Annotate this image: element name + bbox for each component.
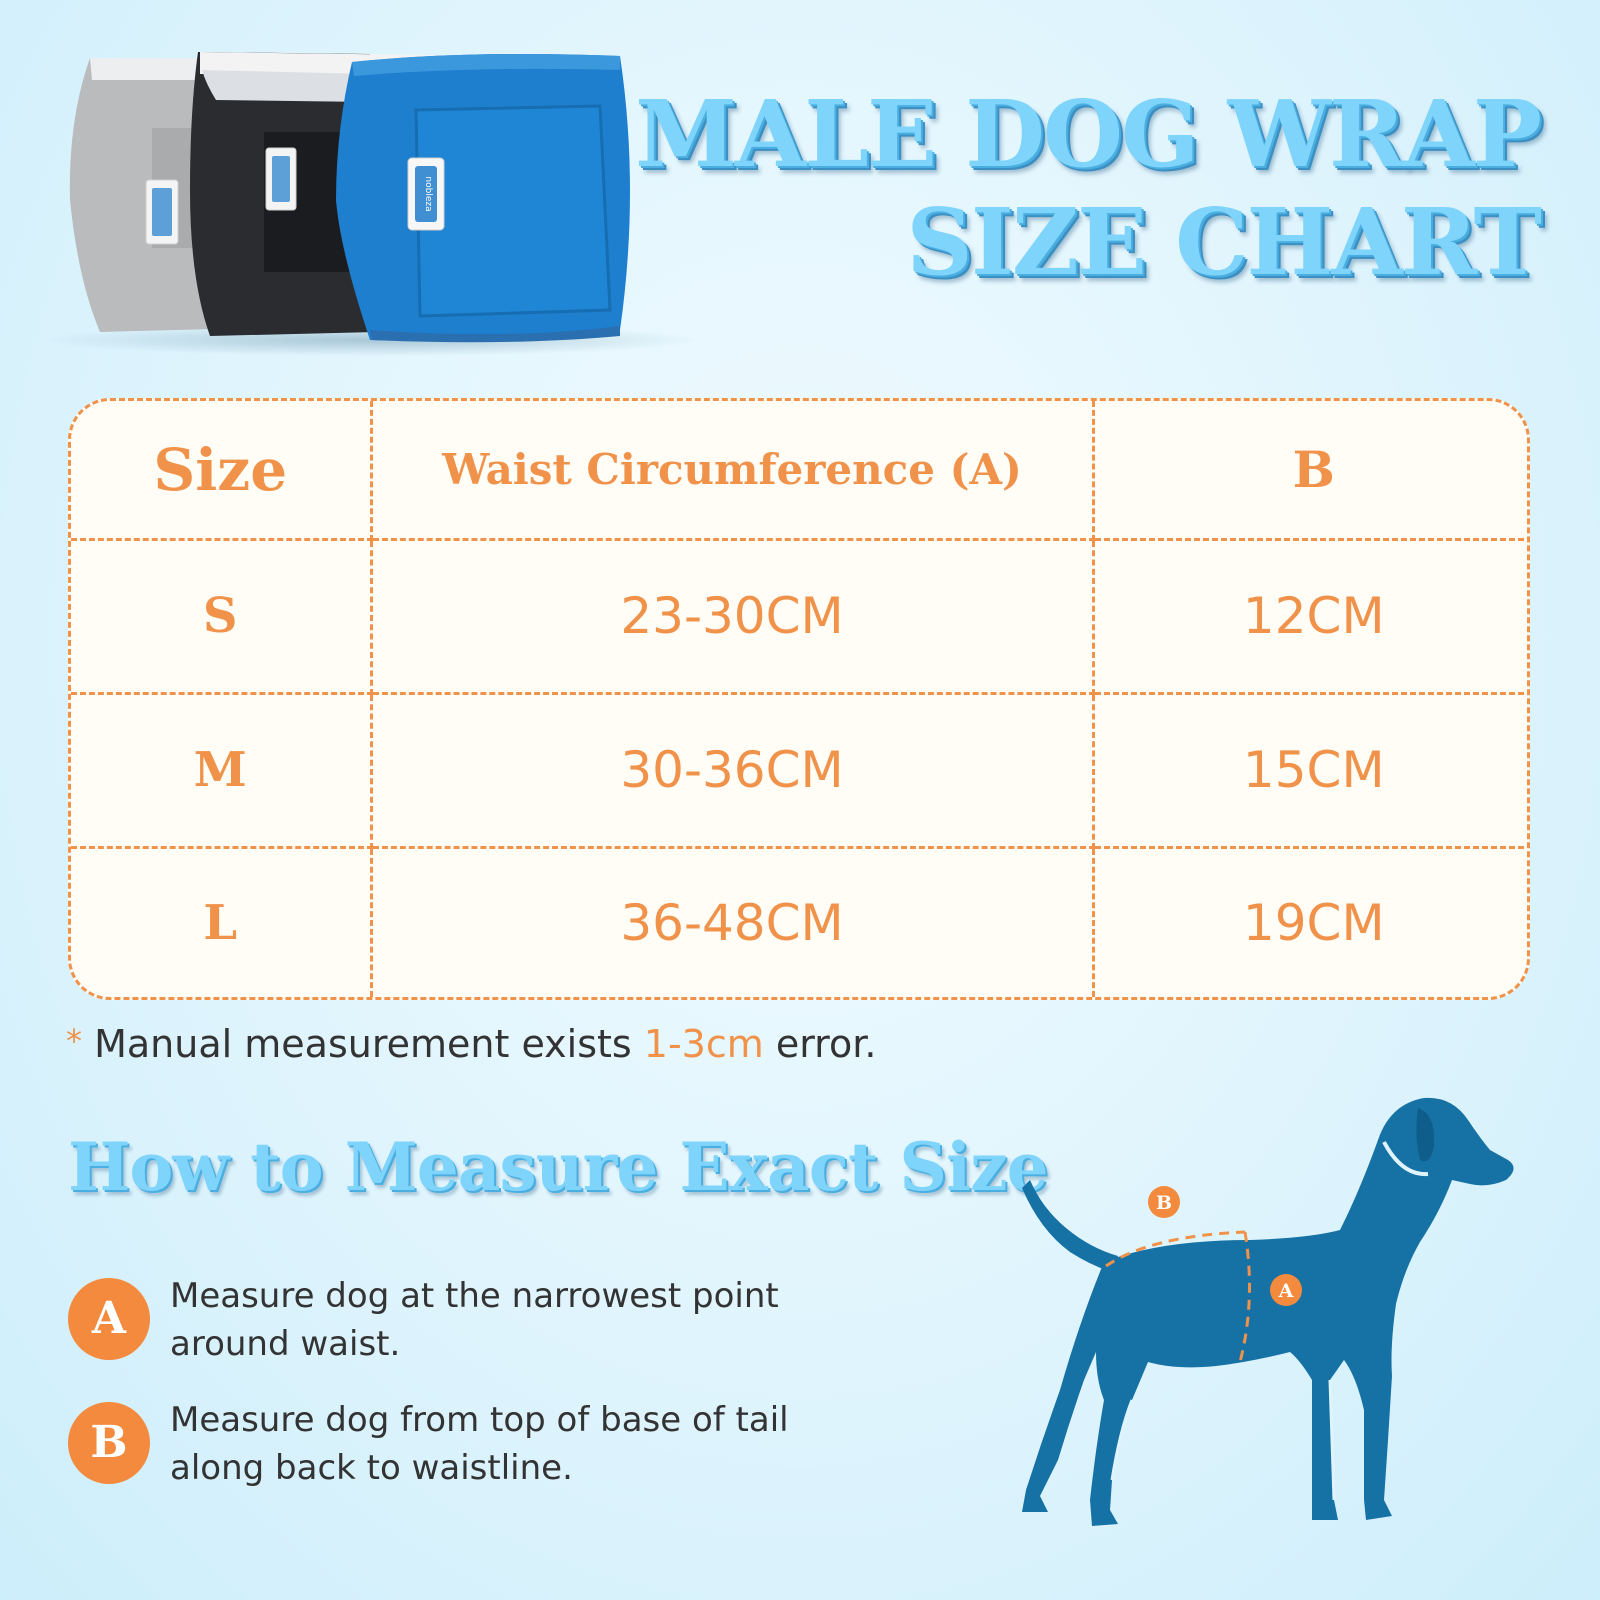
belly-wrap-product-image: nobleza — [40, 52, 700, 356]
step-a-text: Measure dog at the narrowest point aroun… — [170, 1272, 850, 1368]
leg-line — [1110, 1399, 1134, 1481]
b-cell: 19CM — [1091, 845, 1527, 997]
title-line-2: SIZE CHART — [906, 188, 1542, 296]
header-b: B — [1091, 401, 1527, 541]
marker-a-label: A — [1278, 1280, 1294, 1302]
marker-b-label: B — [1156, 1192, 1172, 1214]
leg-line — [1328, 1379, 1336, 1501]
step-b-text: Measure dog from top of base of tail alo… — [170, 1396, 850, 1492]
step-b-line-2: along back to waistline. — [170, 1448, 573, 1488]
title-line-1: MALE DOG WRAP — [635, 80, 1542, 188]
header-waist: Waist Circumference (A) — [369, 401, 1095, 541]
size-cell: L — [71, 845, 373, 997]
size-cell: S — [71, 538, 373, 695]
ear — [1416, 1108, 1435, 1162]
table-row: L 36-48CM 19CM — [71, 845, 1527, 997]
b-cell: 15CM — [1091, 691, 1527, 849]
dog-measurement-illustration: B A — [1022, 1097, 1514, 1526]
table-row: M 30-36CM 15CM — [71, 691, 1527, 849]
measure-b-line — [1105, 1230, 1246, 1268]
step-b-badge: B — [68, 1402, 150, 1484]
waist-cell: 30-36CM — [369, 691, 1095, 849]
page-title: MALE DOG WRAP SIZE CHART — [635, 80, 1542, 296]
note-highlight: 1-3cm — [643, 1022, 764, 1066]
step-a-line-2: around waist. — [170, 1324, 401, 1364]
blue-wrap: nobleza — [336, 54, 630, 343]
collar-line — [1382, 1141, 1429, 1177]
step-a-line-1: Measure dog at the narrowest point — [170, 1276, 779, 1316]
brand-label: nobleza — [423, 176, 433, 211]
b-cell: 12CM — [1091, 538, 1527, 695]
marker-a — [1270, 1274, 1302, 1306]
note-suffix: error. — [763, 1022, 877, 1066]
size-chart-table: Size Waist Circumference (A) B S 23-30CM… — [68, 398, 1530, 1000]
header-size: Size — [71, 401, 373, 541]
table-row: S 23-30CM 12CM — [71, 538, 1527, 695]
measurement-note: * Manual measurement exists 1-3cm error. — [66, 1022, 876, 1066]
step-b-line-1: Measure dog from top of base of tail — [170, 1400, 789, 1440]
note-prefix: Manual measurement exists — [94, 1022, 644, 1066]
waist-cell: 36-48CM — [369, 845, 1095, 997]
dog-silhouette — [1022, 1097, 1514, 1526]
waist-cell: 23-30CM — [369, 538, 1095, 695]
step-a-badge: A — [68, 1278, 150, 1360]
step-a: A Measure dog at the narrowest point aro… — [68, 1272, 848, 1382]
marker-b — [1148, 1186, 1180, 1218]
how-to-measure-title: How to Measure Exact Size — [68, 1128, 1049, 1206]
step-b: B Measure dog from top of base of tail a… — [68, 1396, 848, 1506]
size-cell: M — [71, 691, 373, 849]
table-header-row: Size Waist Circumference (A) B — [71, 401, 1527, 541]
note-asterisk: * — [66, 1022, 82, 1060]
